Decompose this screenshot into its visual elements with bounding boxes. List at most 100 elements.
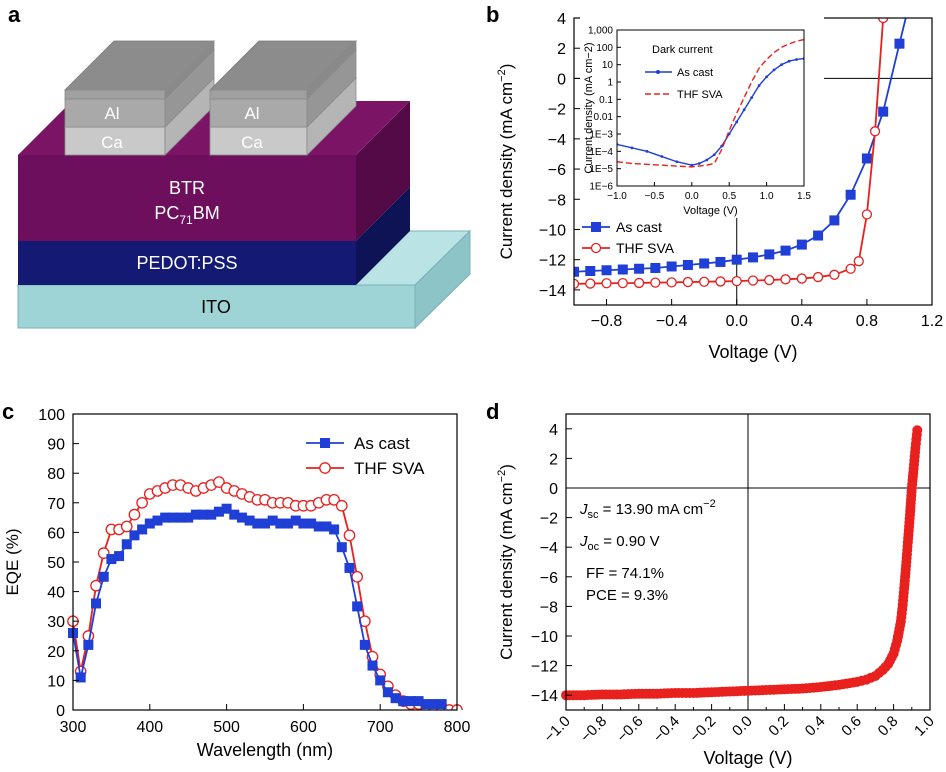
b-thf-point-2 — [601, 278, 612, 289]
d-point — [912, 425, 923, 436]
c-thf-point-34 — [328, 493, 340, 506]
b-ascast-point-21 — [903, 6, 912, 15]
b-legend-label: As cast — [616, 219, 662, 235]
b-ascast-point-0 — [574, 266, 579, 277]
b-thf-point-5 — [650, 277, 661, 288]
b-ascast-point-4 — [634, 263, 645, 274]
c-legend-label: As cast — [354, 434, 410, 453]
b-inset-ytick-label: 1,000 — [588, 26, 613, 37]
c-ascast-point-40 — [375, 675, 386, 686]
pedot-layer-front — [18, 241, 356, 285]
b-thf-point-17 — [845, 263, 856, 274]
b-inset-xtick-label: 0.5 — [722, 191, 736, 202]
b-inset-ytick-label: 1 — [607, 78, 613, 89]
b-inset-ytick-label: 1E−3 — [589, 130, 613, 141]
b-inset-ytick-label: 100 — [596, 43, 613, 54]
b-ascast-point-12 — [764, 249, 775, 260]
c-ytick-label: 60 — [47, 525, 65, 542]
b-inset-series-group — [617, 38, 804, 168]
b-inset-xaxis-title: Voltage (V) — [683, 205, 737, 217]
b-ytick-label: −4 — [548, 132, 566, 149]
d-xtick-label: −0.2 — [686, 713, 719, 746]
c-xtick-label: 700 — [367, 719, 394, 736]
c-ascast-series-group — [68, 503, 447, 710]
c-ascast-point-7 — [121, 539, 132, 550]
active-layer-front — [18, 155, 356, 241]
c-xtick-label: 400 — [136, 719, 163, 736]
d-xtick-label: −0.4 — [650, 713, 683, 746]
b-thf-point-9 — [715, 276, 726, 287]
b-yaxis-title: Current density (mA cm−2) — [496, 64, 516, 260]
active-label-pcbm: PC71BM — [154, 203, 219, 227]
c-thf-point-2 — [82, 630, 95, 642]
b-ascast-point-16 — [829, 215, 840, 226]
jsc-annotation: Jsc = 13.90 mA cm−2 — [579, 498, 716, 521]
d-xtick-label: 0.8 — [875, 713, 902, 740]
b-inset-ytick-label: 10 — [602, 60, 614, 71]
d-yaxis-title: Current density (mA cm−2) — [496, 464, 516, 660]
b-ytick-label: −8 — [548, 192, 566, 209]
b-ytick-label: −14 — [539, 283, 566, 300]
plot-d: −1.0 −0.8 −0.6 −0.4 −0.2 0.0 0.2 0.4 0.6 0.8 1.0 4 2… — [496, 413, 938, 768]
b-thf-point-20 — [869, 126, 881, 137]
c-ascast-point-8 — [129, 530, 140, 541]
b-inset-point — [705, 158, 709, 162]
b-thf-point-15 — [812, 271, 824, 283]
b-inset-point — [750, 96, 754, 99]
b-ytick-label: −6 — [548, 162, 566, 179]
ito-layer-front — [17, 284, 416, 329]
b-xtick-label: 1.2 — [921, 313, 943, 330]
ito-label: ITO — [201, 297, 231, 317]
b-ascast-point-18 — [861, 153, 872, 164]
b-inset-point — [720, 144, 724, 148]
d-ytick-label: −4 — [540, 540, 558, 557]
b-inset-xtick-label: 1.5 — [797, 191, 811, 202]
d-ytick-label: 4 — [549, 422, 558, 439]
b-inset-legend-label: As cast — [677, 67, 713, 79]
ca-label-left: Ca — [101, 133, 123, 152]
c-yaxis-title: EQE (%) — [3, 528, 22, 595]
b-ascast-point-9 — [715, 256, 726, 267]
c-thf-point-8 — [128, 508, 141, 521]
plot-b: −0.8 −0.4 0.0 0.4 0.8 1.2 4 2 0 −2 −4 −6 −8 −10 −12 −14… — [496, 0, 943, 362]
b-inset-title: Dark current — [652, 44, 713, 56]
c-thf-point-7 — [120, 520, 133, 533]
c-thf-point-36 — [343, 529, 356, 542]
b-inset-xtick-label: −1.0 — [607, 191, 627, 202]
c-thf-point-9 — [136, 496, 148, 509]
c-ascast-point-38 — [359, 639, 370, 650]
b-ascast-series-group — [574, 6, 912, 277]
c-ascast-point-41 — [382, 687, 393, 698]
c-ascast-point-37 — [352, 601, 363, 612]
b-inset-point — [780, 63, 783, 67]
ff-annotation: FF = 74.1% — [586, 565, 664, 582]
b-inset-point — [772, 68, 776, 72]
d-series-group — [561, 425, 923, 701]
c-ytick-label: 90 — [47, 437, 65, 454]
b-thf-point-22 — [884, 0, 893, 7]
d-ytick-label: −2 — [540, 511, 558, 528]
pedot-label: PEDOT:PSS — [136, 253, 237, 273]
b-ascast-point-3 — [617, 264, 628, 275]
b-ascast-point-11 — [748, 252, 758, 263]
d-ytick-label: 0 — [549, 481, 558, 498]
d-ytick-label: −10 — [531, 629, 558, 646]
c-ytick-label: 80 — [47, 466, 65, 483]
b-xtick-label: −0.4 — [656, 313, 688, 330]
b-thf-point-3 — [617, 277, 628, 289]
plot-c: 300 400 500 600 700 800 0 10 20 30 40 50 60 70 80 90 100… — [3, 407, 470, 760]
b-thf-point-12 — [764, 274, 775, 286]
electrode-left: Al Ca — [64, 40, 215, 156]
b-inset-point — [765, 75, 768, 79]
b-ytick-label: 0 — [557, 71, 566, 88]
d-ytick-label: 2 — [549, 451, 558, 468]
b-xtick-label: −0.8 — [591, 313, 623, 330]
c-ascast-point-4 — [98, 571, 109, 582]
b-inset-point — [795, 58, 798, 61]
b-ascast-point-7 — [682, 259, 693, 270]
d-xtick-label: 1.0 — [911, 713, 938, 740]
c-ascast-point-6 — [114, 551, 125, 562]
c-ascast-point-35 — [336, 542, 347, 553]
c-thf-point-19 — [213, 476, 225, 488]
